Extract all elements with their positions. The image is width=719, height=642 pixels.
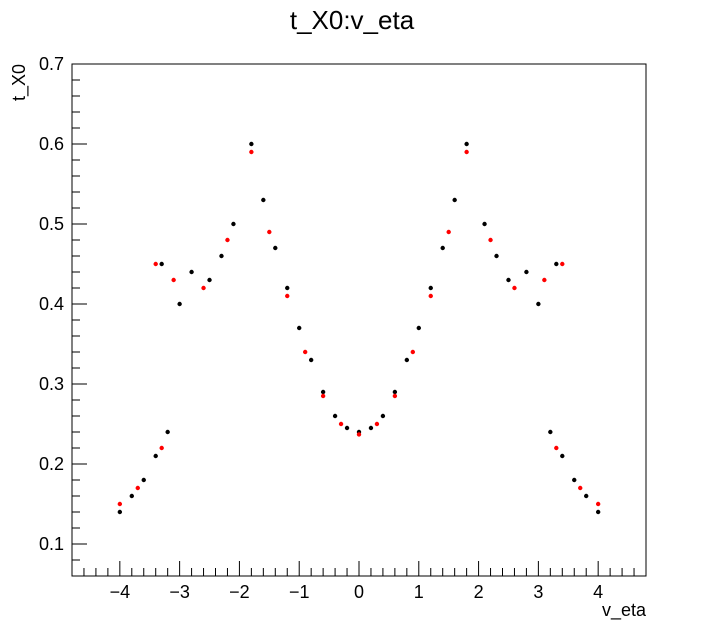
scatter-point bbox=[302, 349, 308, 355]
x-tick-label: −2 bbox=[229, 582, 250, 602]
y-tick-label: 0.1 bbox=[39, 534, 64, 554]
scatter-point bbox=[572, 477, 577, 483]
scatter-point bbox=[320, 393, 326, 399]
scatter-point bbox=[392, 389, 398, 395]
scatter-point bbox=[297, 325, 302, 331]
y-tick-label: 0.4 bbox=[39, 294, 64, 314]
scatter-point bbox=[338, 421, 344, 427]
scatter-point bbox=[159, 261, 164, 267]
scatter-point bbox=[595, 501, 601, 507]
scatter-point bbox=[542, 277, 547, 283]
scatter-point bbox=[595, 509, 601, 515]
scatter-point bbox=[440, 245, 445, 251]
scatter-point bbox=[159, 445, 164, 451]
scatter-point bbox=[494, 253, 499, 259]
scatter-point bbox=[410, 349, 416, 355]
scatter-point bbox=[141, 477, 146, 483]
scatter-point bbox=[584, 493, 589, 499]
scatter-point bbox=[554, 445, 559, 451]
y-tick-label: 0.2 bbox=[39, 454, 64, 474]
y-tick-label: 0.5 bbox=[39, 214, 64, 234]
x-tick-label: −3 bbox=[169, 582, 190, 602]
scatter-point bbox=[428, 293, 433, 299]
x-tick-label: −1 bbox=[289, 582, 310, 602]
scatter-point bbox=[231, 221, 236, 227]
scatter-point bbox=[464, 141, 469, 147]
scatter-point bbox=[416, 325, 421, 331]
y-tick-label: 0.6 bbox=[39, 134, 64, 154]
scatter-point bbox=[488, 237, 493, 243]
x-tick-label: 3 bbox=[533, 582, 543, 602]
y-tick-label: 0.3 bbox=[39, 374, 64, 394]
scatter-point bbox=[189, 269, 194, 275]
scatter-point bbox=[512, 285, 517, 291]
scatter-point bbox=[285, 293, 290, 299]
scatter-point bbox=[267, 229, 272, 235]
scatter-point bbox=[380, 413, 386, 419]
scatter-point bbox=[332, 413, 338, 419]
scatter-point bbox=[225, 237, 230, 243]
scatter-point bbox=[560, 453, 565, 459]
scatter-point bbox=[201, 285, 206, 291]
x-tick-label: 0 bbox=[354, 582, 364, 602]
scatter-point bbox=[536, 301, 541, 307]
scatter-point bbox=[344, 425, 350, 431]
scatter-point bbox=[249, 141, 254, 147]
scatter-point bbox=[548, 429, 553, 435]
scatter-point bbox=[117, 509, 123, 515]
scatter-point bbox=[153, 261, 158, 267]
scatter-point bbox=[153, 453, 158, 459]
data-points bbox=[117, 141, 601, 515]
scatter-point bbox=[578, 485, 583, 491]
scatter-point bbox=[261, 197, 266, 203]
scatter-point bbox=[356, 432, 362, 437]
scatter-point bbox=[392, 393, 398, 399]
y-axis: 0.1 0.2 0.3 0.4 0.5 0.6 0.7 bbox=[39, 54, 87, 577]
scatter-point bbox=[404, 357, 410, 363]
scatter-point bbox=[177, 301, 182, 307]
scatter-point bbox=[273, 245, 278, 251]
y-axis-label: t_X0 bbox=[9, 64, 30, 101]
scatter-point bbox=[554, 261, 559, 267]
scatter-point bbox=[506, 277, 511, 283]
scatter-point bbox=[464, 149, 469, 155]
x-tick-label: 4 bbox=[593, 582, 603, 602]
scatter-point bbox=[171, 277, 176, 283]
scatter-point bbox=[320, 389, 326, 395]
scatter-point bbox=[117, 501, 123, 507]
scatter-point bbox=[285, 285, 290, 291]
scatter-point bbox=[249, 149, 254, 155]
scatter-point bbox=[374, 421, 380, 427]
scatter-point bbox=[428, 285, 433, 291]
x-tick-label: 2 bbox=[474, 582, 484, 602]
scatter-point bbox=[524, 269, 529, 275]
x-axis-label: v_eta bbox=[602, 600, 647, 621]
x-tick-label: −4 bbox=[110, 582, 131, 602]
scatter-point bbox=[560, 261, 565, 267]
scatter-point bbox=[368, 425, 374, 431]
scatter-point bbox=[452, 197, 457, 203]
scatter-point bbox=[165, 429, 170, 435]
scatter-point bbox=[207, 277, 212, 283]
scatter-point bbox=[129, 493, 134, 499]
x-axis: −4 −3 −2 −1 0 1 2 3 4 bbox=[71, 561, 647, 602]
chart-title: t_X0:v_eta bbox=[290, 5, 415, 35]
x-tick-label: 1 bbox=[414, 582, 424, 602]
y-tick-label: 0.7 bbox=[39, 54, 64, 74]
scatter-point bbox=[219, 253, 224, 259]
scatter-point bbox=[446, 229, 451, 235]
scatter-point bbox=[308, 357, 314, 363]
scatter-point bbox=[482, 221, 487, 227]
scatter-point bbox=[135, 485, 140, 491]
